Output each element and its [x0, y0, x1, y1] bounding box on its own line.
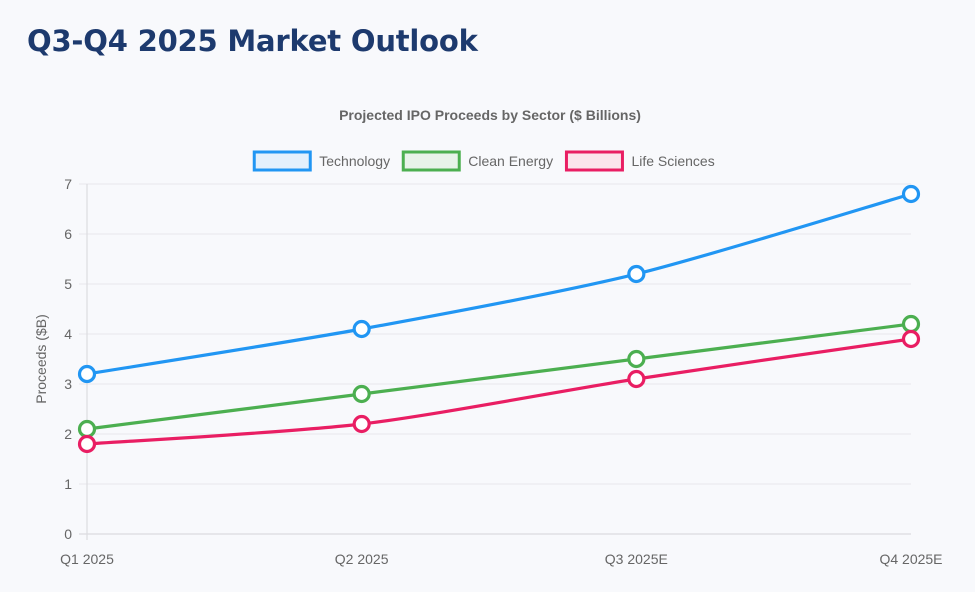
y-tick-label: 6: [64, 226, 72, 242]
y-tick-label: 3: [64, 376, 72, 392]
data-point-clean-energy-q2-2025[interactable]: [352, 384, 371, 404]
legend-item-life-sciences[interactable]: Life Sciences: [564, 150, 715, 172]
y-axis-ticks: 0 1 2 3 4 5 6 7: [64, 176, 72, 542]
data-point-life-sciences-q3-2025e[interactable]: [627, 369, 646, 389]
chart-legend: Technology Clean Energy Life Sciences: [252, 150, 715, 172]
data-point-life-sciences-q4-2025e[interactable]: [901, 329, 921, 349]
chart-series: [77, 184, 921, 454]
legend-label: Clean Energy: [468, 153, 553, 169]
x-tick-label: Q3 2025E: [605, 551, 668, 567]
data-point-life-sciences-q2-2025[interactable]: [352, 414, 371, 434]
legend-item-technology[interactable]: Technology: [252, 150, 390, 172]
y-axis-label: Proceeds ($B): [33, 314, 49, 403]
legend-label: Life Sciences: [631, 153, 714, 169]
series-line-technology: [85, 192, 913, 376]
x-axis-ticks: Q1 2025 Q2 2025 Q3 2025E Q4 2025E: [60, 551, 942, 567]
x-tick-label: Q1 2025: [60, 551, 114, 567]
legend-item-clean-energy[interactable]: Clean Energy: [401, 150, 553, 172]
data-point-technology-q2-2025[interactable]: [352, 319, 371, 339]
data-point-technology-q3-2025e[interactable]: [627, 264, 646, 284]
legend-swatch: [401, 150, 461, 172]
y-tick-label: 5: [64, 276, 72, 292]
chart-gridlines: [79, 183, 911, 540]
data-point-clean-energy-q3-2025e[interactable]: [627, 349, 646, 369]
data-point-technology-q1-2025[interactable]: [77, 364, 97, 384]
y-tick-label: 2: [64, 426, 72, 442]
legend-swatch: [252, 150, 312, 172]
y-tick-label: 0: [64, 526, 72, 542]
data-point-clean-energy-q4-2025e[interactable]: [901, 314, 921, 334]
x-tick-label: Q4 2025E: [879, 551, 942, 567]
series-line-clean-energy: [85, 322, 913, 431]
page-title: Q3-Q4 2025 Market Outlook: [27, 24, 478, 58]
y-tick-label: 7: [64, 176, 72, 192]
series-technology: [77, 184, 921, 384]
data-point-life-sciences-q1-2025[interactable]: [77, 434, 97, 454]
series-life-sciences: [77, 329, 921, 454]
y-tick-label: 4: [64, 326, 72, 342]
chart-title: Projected IPO Proceeds by Sector ($ Bill…: [339, 107, 641, 123]
legend-label: Technology: [319, 153, 390, 169]
data-point-clean-energy-q1-2025[interactable]: [77, 419, 97, 439]
legend-swatch: [564, 150, 624, 172]
y-tick-label: 1: [64, 476, 72, 492]
data-point-technology-q4-2025e[interactable]: [901, 184, 921, 204]
x-tick-label: Q2 2025: [335, 551, 389, 567]
series-line-life-sciences: [85, 337, 913, 446]
